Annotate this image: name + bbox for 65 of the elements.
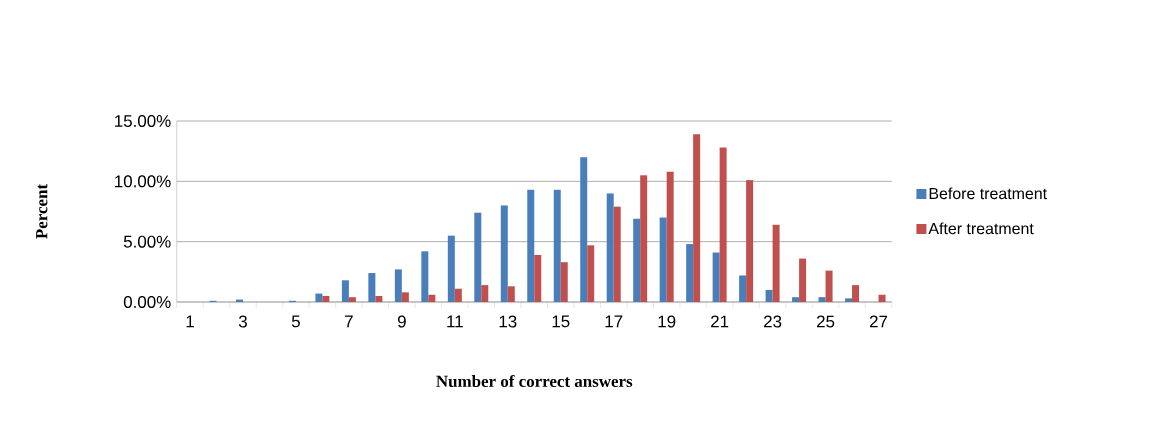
bar bbox=[560, 262, 568, 302]
bar bbox=[666, 171, 674, 302]
bar bbox=[368, 273, 376, 302]
bar bbox=[825, 270, 833, 302]
bar bbox=[341, 280, 349, 302]
bar bbox=[428, 294, 436, 302]
x-axis-title: Number of correct answers bbox=[436, 374, 633, 388]
x-tick-label: 25 bbox=[817, 315, 835, 328]
bar bbox=[394, 269, 402, 302]
bar bbox=[613, 206, 621, 302]
legend-label: Before treatment bbox=[929, 187, 1047, 200]
bar bbox=[534, 254, 542, 302]
bar bbox=[500, 205, 508, 302]
bar bbox=[348, 297, 356, 302]
y-tick-label: 0.00% bbox=[123, 296, 171, 308]
bar bbox=[474, 212, 482, 302]
x-tick-label: 15 bbox=[552, 315, 570, 328]
bar bbox=[527, 189, 535, 302]
bar bbox=[454, 288, 462, 302]
bar bbox=[852, 285, 860, 302]
x-tick-label: 17 bbox=[605, 315, 623, 328]
x-tick-label: 19 bbox=[658, 315, 676, 328]
bar bbox=[792, 297, 800, 302]
bar bbox=[746, 180, 754, 302]
bar bbox=[686, 244, 694, 302]
x-tick-label: 23 bbox=[764, 315, 782, 328]
bar bbox=[845, 298, 853, 302]
x-tick-label: 21 bbox=[711, 315, 729, 328]
bar bbox=[640, 175, 648, 302]
bar bbox=[375, 295, 383, 302]
bar bbox=[633, 218, 641, 302]
y-tick-label: 15.00% bbox=[115, 115, 171, 127]
bar bbox=[878, 294, 886, 302]
x-tick-label: 9 bbox=[397, 315, 406, 328]
bar bbox=[315, 293, 323, 302]
bar bbox=[765, 289, 773, 302]
legend-label: After treatment bbox=[928, 222, 1034, 235]
x-tick-label: 13 bbox=[499, 315, 517, 328]
bar bbox=[421, 251, 429, 302]
bar bbox=[481, 285, 489, 302]
bar bbox=[322, 295, 330, 302]
bar bbox=[739, 275, 747, 302]
bar bbox=[693, 134, 701, 302]
bar bbox=[587, 245, 595, 302]
bar bbox=[712, 252, 720, 302]
y-tick-label: 5.00% bbox=[123, 235, 171, 248]
x-tick-label: 3 bbox=[238, 315, 247, 328]
bar bbox=[580, 157, 588, 302]
bar bbox=[719, 147, 727, 302]
bar bbox=[553, 189, 561, 302]
bar bbox=[401, 292, 409, 302]
bar bbox=[606, 193, 614, 302]
bar bbox=[772, 224, 780, 302]
y-tick-label: 10.00% bbox=[115, 175, 171, 188]
bar bbox=[447, 235, 455, 302]
x-tick-label: 11 bbox=[447, 315, 463, 328]
y-axis-title: Percent bbox=[36, 183, 48, 239]
x-tick-label: 27 bbox=[869, 315, 888, 328]
x-tick-label: 1 bbox=[186, 315, 194, 328]
bar bbox=[818, 297, 826, 302]
bar bbox=[507, 286, 515, 302]
x-tick-label: 5 bbox=[291, 315, 300, 328]
x-tick-label: 7 bbox=[345, 315, 353, 328]
bar bbox=[659, 217, 667, 302]
bar bbox=[799, 258, 807, 302]
